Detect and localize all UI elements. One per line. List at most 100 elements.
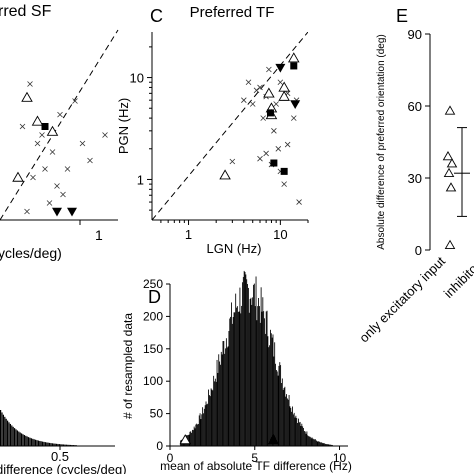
partial-histogram-bar (15, 429, 17, 446)
histogram-bar (248, 312, 250, 446)
open-triangle-point (288, 52, 300, 63)
histogram-bar (300, 425, 302, 446)
histogram-bar (278, 365, 280, 446)
panel-d-y-tick-label: 100 (143, 374, 163, 388)
histogram-bar (195, 424, 197, 446)
cross-point (257, 84, 263, 91)
histogram-bar (217, 372, 219, 446)
histogram-bar (221, 354, 223, 446)
histogram-bar (309, 436, 311, 446)
cross-point (34, 140, 41, 147)
histogram-bar (325, 444, 327, 446)
histogram-bar (308, 436, 310, 446)
histogram-bar (310, 438, 312, 446)
cross-point (87, 157, 93, 164)
histogram-bar (261, 311, 263, 446)
cross-point (241, 97, 247, 103)
cross-stroke (260, 115, 266, 121)
partial-histogram-bar (54, 443, 56, 446)
histogram-bar (309, 436, 310, 446)
histogram-bar (275, 363, 276, 446)
histogram-bar (280, 365, 282, 446)
panel-d-y-tick-label: 50 (150, 407, 164, 421)
filled-square-point (266, 109, 274, 117)
histogram-bar (199, 413, 201, 446)
cross-point (281, 181, 287, 187)
cross-stroke (263, 150, 269, 157)
partial-histogram-bar (63, 444, 65, 446)
histogram-bar (330, 444, 332, 446)
histogram-bar (276, 371, 278, 446)
filled-down-triangle-point (275, 63, 286, 73)
open-triangle-point (31, 115, 44, 126)
histogram-bar (256, 320, 258, 446)
partial-histogram-bar (16, 430, 18, 446)
open-triangle-point (443, 167, 455, 178)
histogram-bar (303, 428, 304, 446)
cross-point (57, 111, 63, 118)
partial-x-tick-label: 1 (95, 227, 103, 243)
cross-stroke (284, 141, 291, 148)
histogram-bar (192, 429, 193, 446)
partial-histogram-bar (60, 444, 62, 446)
cross-point (64, 166, 71, 172)
histogram-bar (245, 274, 247, 446)
histogram-bar (297, 418, 299, 446)
histogram-bar (238, 311, 240, 446)
histogram-bar (254, 306, 256, 446)
histogram-bar (258, 297, 259, 446)
partial-histogram-bar (19, 432, 21, 446)
histogram-bar (250, 297, 252, 446)
histogram-bar (197, 424, 199, 446)
filled-down-triangle-point (67, 207, 77, 217)
histogram-bar (319, 441, 321, 446)
panel-c-points-group (219, 52, 302, 205)
histogram-bar (271, 337, 273, 446)
partial-histogram-bar (65, 444, 67, 446)
histogram-bar (320, 442, 322, 446)
cross-stroke (30, 174, 36, 181)
histogram-bar (270, 329, 271, 446)
histogram-bar (287, 399, 289, 446)
filled-square-point (270, 159, 278, 167)
cross-point (257, 155, 263, 162)
histogram-bar (197, 424, 198, 446)
histogram-bar (214, 381, 215, 446)
cross-stroke (39, 132, 45, 138)
partial-histogram-bar (67, 444, 69, 446)
panel-e-y-tick-label: 60 (408, 99, 422, 114)
cross-stroke (296, 199, 302, 205)
histogram-bar (204, 405, 206, 446)
partial-histogram-bar (1, 412, 3, 446)
histogram-bar (285, 396, 287, 446)
partial-histogram-bar (22, 434, 24, 446)
open-triangle-point (444, 239, 456, 250)
partial-histogram-bar (72, 445, 74, 446)
partial-histogram-bar (57, 443, 59, 446)
partial-diagonal (0, 29, 119, 221)
cross-stroke (277, 79, 284, 86)
cross-point (229, 158, 236, 165)
cross-point (271, 128, 277, 134)
cross-stroke (19, 123, 26, 130)
open-triangle-point (179, 434, 192, 445)
partial-histogram-bar (36, 440, 38, 446)
partial-hist-bars (0, 410, 77, 446)
histogram-bar (236, 306, 238, 446)
panel-c-letter: C (150, 6, 163, 26)
partial-histogram-bar (47, 442, 49, 446)
histogram-bar (228, 331, 230, 446)
partial-histogram-bar (4, 416, 6, 446)
histogram-bar (231, 302, 232, 446)
cross-stroke (249, 101, 256, 107)
histogram-bar (296, 418, 298, 446)
histogram-bar (216, 359, 218, 446)
histogram-bar (323, 443, 325, 446)
panel-d-y-tick-label: 200 (143, 309, 163, 323)
panel-d-x-axis-label: mean of absolute TF difference (Hz) (160, 459, 352, 473)
histogram-bar (315, 440, 317, 446)
histogram-bar (257, 306, 259, 446)
partial-x-axis-label: ycles/deg) (0, 245, 62, 261)
histogram-bar (314, 439, 315, 446)
histogram-bar (275, 369, 277, 446)
